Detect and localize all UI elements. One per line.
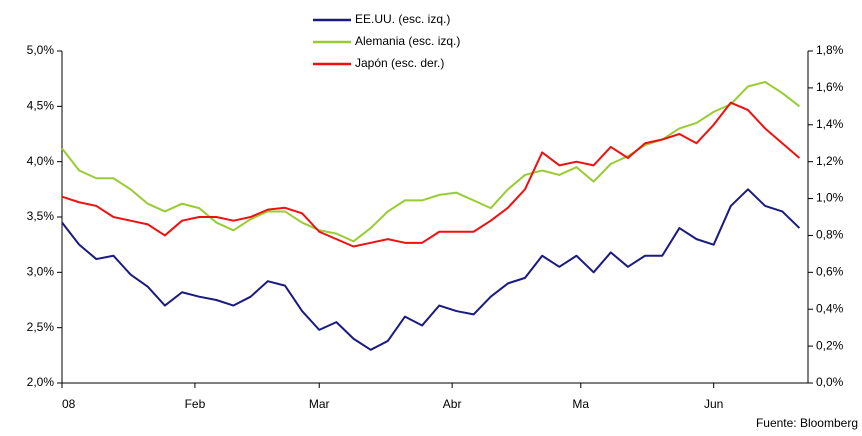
y-tick-label: 2,5% (27, 320, 55, 334)
x-tick-label: Mar (309, 397, 330, 411)
y-tick-label: 5,0% (27, 43, 55, 57)
y2-tick-label: 0,4% (816, 301, 844, 315)
x-tick-label: Abr (443, 397, 462, 411)
series-line (61, 80, 801, 243)
source-note: Fuente: Bloomberg (756, 416, 858, 430)
y2-tick-label: 1,4% (816, 117, 844, 131)
x-tick-label: Ma (572, 397, 589, 411)
y2-tick-label: 1,0% (816, 191, 844, 205)
legend-label: EE.UU. (esc. izq.) (355, 12, 450, 26)
x-tick-label: Feb (185, 397, 206, 411)
y2-tick-label: 0,2% (816, 338, 844, 352)
y-tick-label: 4,0% (27, 154, 55, 168)
x-tick-label: Jun (704, 397, 723, 411)
y2-tick-label: 0,0% (816, 375, 844, 389)
y2-tick-label: 0,8% (816, 228, 844, 242)
y2-tick-label: 1,6% (816, 80, 844, 94)
legend-label: Japón (esc. der.) (355, 56, 444, 70)
y2-tick-label: 1,2% (816, 154, 844, 168)
y2-tick-label: 0,6% (816, 265, 844, 279)
y-tick-label: 3,0% (27, 265, 55, 279)
y2-tick-label: 1,8% (816, 43, 844, 57)
series-line (61, 101, 801, 248)
y-tick-label: 2,0% (27, 375, 55, 389)
series-line (61, 188, 801, 351)
y-tick-label: 4,5% (27, 99, 55, 113)
legend-label: Alemania (esc. izq.) (355, 34, 460, 48)
y-tick-label: 3,5% (27, 209, 55, 223)
x-tick-label: 08 (62, 397, 76, 411)
